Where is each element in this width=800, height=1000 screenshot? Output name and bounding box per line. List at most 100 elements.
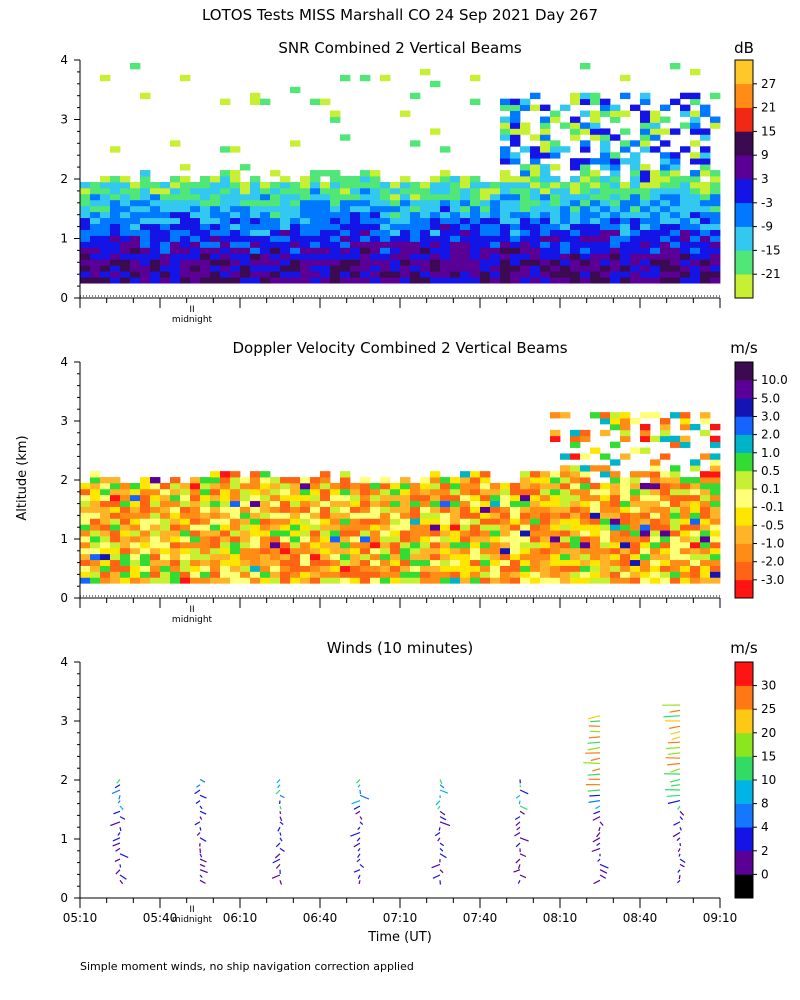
data-cell (600, 158, 611, 165)
data-cell (640, 134, 651, 141)
data-cell (610, 277, 621, 284)
data-cell (590, 158, 601, 165)
data-cell (230, 176, 241, 183)
data-cell (360, 277, 371, 284)
data-cell (660, 152, 671, 159)
data-cell (150, 235, 161, 242)
data-cell (670, 235, 681, 242)
data-cell (610, 235, 621, 242)
data-cell (250, 547, 261, 555)
data-cell (620, 541, 631, 549)
data-cell (550, 247, 561, 254)
data-cell (590, 181, 601, 189)
data-cell (350, 553, 361, 561)
data-cell (210, 277, 221, 284)
data-cell (500, 217, 511, 225)
data-cell (680, 530, 691, 537)
colorbar-swatch (735, 561, 753, 581)
data-cell (520, 98, 531, 106)
data-cell (300, 223, 311, 230)
data-cell (510, 482, 521, 490)
data-cell (190, 181, 201, 189)
data-cell (240, 494, 251, 502)
data-cell (230, 488, 241, 496)
data-cell (120, 259, 131, 266)
data-cell (600, 181, 611, 189)
data-cell (460, 536, 471, 543)
data-cell (430, 205, 441, 213)
data-cell (330, 170, 341, 177)
data-cell (640, 447, 651, 454)
data-cell (550, 541, 561, 549)
data-cell (340, 482, 351, 490)
data-cell (500, 512, 511, 519)
data-cell (530, 152, 541, 159)
data-cell (630, 241, 641, 248)
data-cell (540, 164, 551, 171)
data-cell (690, 530, 701, 537)
data-cell (400, 253, 411, 260)
data-cell (680, 524, 691, 531)
data-cell (530, 259, 541, 266)
data-cell (130, 241, 141, 248)
wind-barb (439, 779, 443, 785)
data-cell (130, 205, 141, 213)
data-cell (270, 187, 281, 195)
data-cell (680, 104, 691, 111)
data-cell (90, 187, 101, 195)
data-cell (260, 199, 271, 207)
data-cell (220, 247, 231, 254)
data-cell (250, 477, 261, 484)
data-cell (370, 211, 381, 219)
data-cell (120, 571, 131, 578)
data-cell (570, 471, 581, 478)
data-cell (200, 530, 211, 537)
data-cell (700, 482, 711, 490)
midnight-label: midnight (172, 315, 213, 325)
data-cell (270, 541, 281, 549)
data-cell (270, 494, 281, 502)
data-cell (180, 559, 191, 566)
data-cell (330, 259, 341, 266)
data-cell (180, 577, 191, 584)
data-cell (360, 176, 371, 183)
data-cell (470, 271, 481, 278)
data-cell (630, 140, 641, 147)
data-cell (290, 241, 301, 248)
data-cell (480, 541, 491, 549)
wind-barb (592, 816, 601, 821)
data-cell (560, 518, 571, 525)
data-cell (440, 199, 451, 207)
data-cell (120, 217, 131, 225)
data-cell (630, 170, 641, 177)
data-cell (330, 571, 341, 578)
data-cell (660, 512, 671, 519)
data-cell (320, 565, 331, 572)
data-cell (650, 459, 661, 466)
data-cell (320, 547, 331, 555)
data-cell (570, 253, 581, 260)
data-cell (480, 181, 491, 189)
wind-barb (587, 746, 601, 751)
data-cell (130, 235, 141, 242)
data-cell (100, 241, 111, 248)
data-cell (690, 259, 701, 266)
data-cell (540, 277, 551, 284)
data-cell (430, 512, 441, 519)
data-cell (510, 577, 521, 584)
data-cell (300, 253, 311, 260)
data-cell (400, 547, 411, 555)
data-cell (110, 241, 121, 248)
data-cell (650, 259, 661, 266)
data-cell (80, 235, 91, 242)
data-cell (710, 423, 721, 431)
data-cell (190, 265, 201, 272)
data-cell (150, 265, 161, 272)
data-cell (80, 559, 91, 566)
data-cell (650, 547, 661, 555)
data-cell (390, 271, 401, 278)
data-cell (250, 247, 261, 254)
data-cell (540, 530, 551, 537)
data-cell (150, 187, 161, 195)
data-cell (270, 271, 281, 278)
